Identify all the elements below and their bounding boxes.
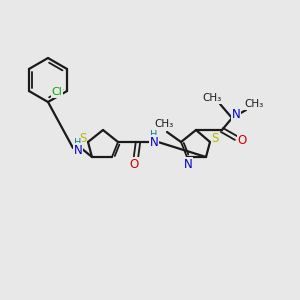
Text: N: N <box>74 143 82 157</box>
Text: S: S <box>79 133 87 146</box>
Text: Cl: Cl <box>52 87 62 97</box>
Text: CH₃: CH₃ <box>244 99 264 109</box>
Text: N: N <box>150 136 158 148</box>
Text: O: O <box>129 158 139 170</box>
Text: N: N <box>184 158 192 170</box>
Text: CH₃: CH₃ <box>202 93 222 103</box>
Text: O: O <box>237 134 247 146</box>
Text: S: S <box>211 133 219 146</box>
Text: H: H <box>150 130 158 140</box>
Text: H: H <box>74 138 82 148</box>
Text: N: N <box>232 109 240 122</box>
Text: CH₃: CH₃ <box>154 119 174 129</box>
